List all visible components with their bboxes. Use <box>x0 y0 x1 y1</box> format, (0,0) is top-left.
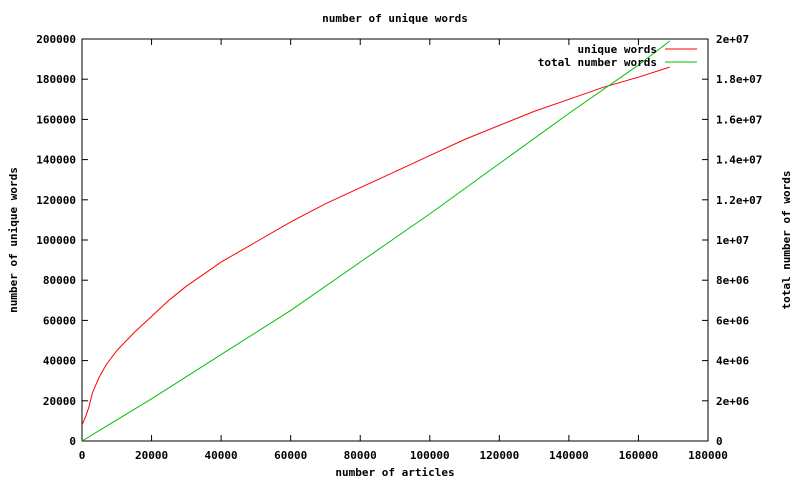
legend-label-total-number-words: total number words <box>538 56 657 69</box>
series-line-total-number-words <box>81 40 671 442</box>
y2-axis-label: total number of words <box>780 170 793 309</box>
x-tick-label: 40000 <box>205 449 238 462</box>
y-tick-label: 80000 <box>43 274 76 287</box>
x-tick-label: 20000 <box>135 449 168 462</box>
x-tick-label: 140000 <box>549 449 589 462</box>
y2-tick-label: 2e+07 <box>716 33 749 46</box>
y-tick-label: 20000 <box>43 395 76 408</box>
y-tick-label: 0 <box>69 435 76 448</box>
y2-tick-label: 1.4e+07 <box>716 154 762 167</box>
y-tick-label: 140000 <box>36 154 76 167</box>
y2-tick-label: 4e+06 <box>716 355 749 368</box>
y-tick-label: 200000 <box>36 33 76 46</box>
x-axis-label: number of articles <box>335 466 454 479</box>
y2-tick-label: 6e+06 <box>716 314 749 327</box>
chart-title: number of unique words <box>322 12 468 25</box>
y2-tick-label: 1.8e+07 <box>716 73 762 86</box>
x-tick-label: 160000 <box>619 449 659 462</box>
y2-tick-label: 1.2e+07 <box>716 194 762 207</box>
x-tick-label: 100000 <box>410 449 450 462</box>
y-tick-label: 160000 <box>36 113 76 126</box>
x-tick-label: 120000 <box>479 449 519 462</box>
x-tick-label: 180000 <box>688 449 728 462</box>
x-tick-label: 0 <box>79 449 86 462</box>
plot-frame <box>81 38 709 442</box>
y2-tick-label: 0 <box>716 435 723 448</box>
y2-tick-label: 1e+07 <box>716 234 749 247</box>
x-tick-label: 80000 <box>344 449 377 462</box>
y2-tick-label: 2e+06 <box>716 395 749 408</box>
y2-tick-label: 8e+06 <box>716 274 749 287</box>
series-line-unique-words <box>81 66 670 426</box>
legend-label-unique-words: unique words <box>578 43 657 56</box>
y-tick-label: 180000 <box>36 73 76 86</box>
x-tick-label: 60000 <box>274 449 307 462</box>
y-axis-label: number of unique words <box>7 167 20 313</box>
y-tick-label: 40000 <box>43 355 76 368</box>
y2-tick-label: 1.6e+07 <box>716 113 762 126</box>
y-tick-label: 120000 <box>36 194 76 207</box>
y-tick-label: 100000 <box>36 234 76 247</box>
y-tick-label: 60000 <box>43 314 76 327</box>
